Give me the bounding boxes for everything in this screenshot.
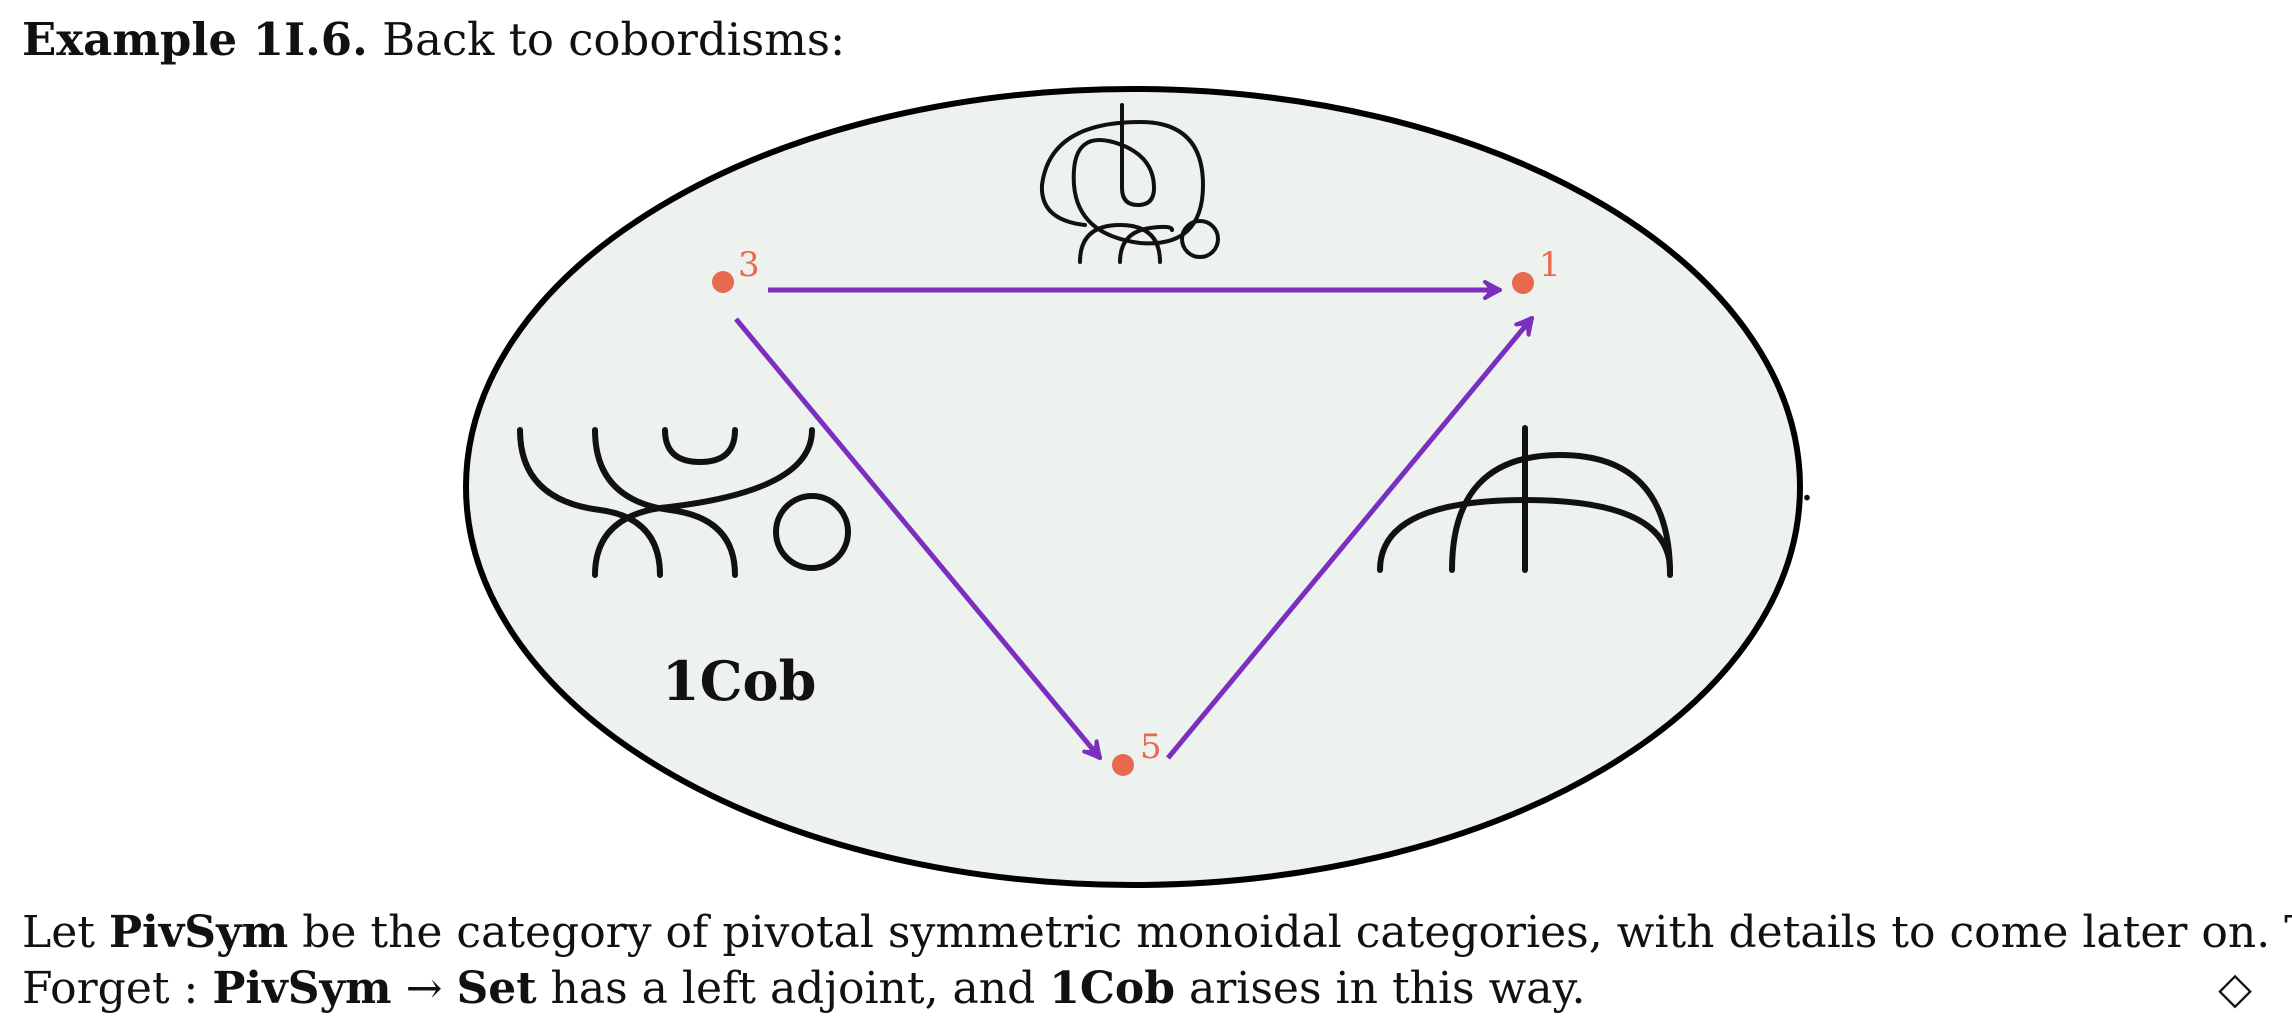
cobordism-right — [1377, 425, 1674, 578]
category-label-1cob: 1Cob — [662, 649, 816, 713]
p2-text-4: arises in this way. — [1175, 963, 1586, 1014]
object-node-1 — [1512, 272, 1534, 294]
example-heading: Example 1I.6. Back to cobordisms: — [22, 12, 845, 68]
example-label: Example 1I.6. — [22, 13, 368, 66]
figure-trailing-period: . — [1800, 460, 1814, 511]
object-label-3: 3 — [738, 245, 760, 285]
object-label-5: 5 — [1140, 727, 1162, 767]
object-node-3 — [712, 271, 734, 293]
arrow-5-to-1 — [1166, 316, 1534, 760]
p2-text-2: → — [391, 963, 457, 1014]
object-label-1: 1 — [1539, 245, 1561, 285]
p2-text-3: has a left adjoint, and — [536, 963, 1050, 1014]
example-text: Back to cobordisms: — [382, 13, 846, 66]
cobordism-left — [517, 427, 851, 578]
cobordism-top — [1039, 103, 1220, 264]
p1-text-2: be the category of pivotal symmetric mon… — [288, 907, 2292, 958]
p2-bold-set: Set — [456, 963, 537, 1014]
p1-text-1: Let — [22, 907, 109, 958]
object-node-5 — [1112, 754, 1134, 776]
p2-text-1: Forget : — [22, 963, 213, 1014]
paragraph-line-2: Forget : PivSym → Set has a left adjoint… — [22, 961, 2252, 1017]
p1-bold-pivsym: PivSym — [108, 907, 289, 958]
end-of-example-mark: ◇ — [2218, 963, 2252, 1014]
arrow-3-to-5 — [734, 317, 1102, 760]
paragraph-line-1: Let PivSym be the category of pivotal sy… — [22, 905, 2292, 961]
cobordism-category-figure: 3 1 5 1Cob . — [463, 86, 1814, 888]
p2-bold-1cob: 1Cob — [1049, 963, 1176, 1014]
p2-bold-pivsym: PivSym — [212, 963, 392, 1014]
